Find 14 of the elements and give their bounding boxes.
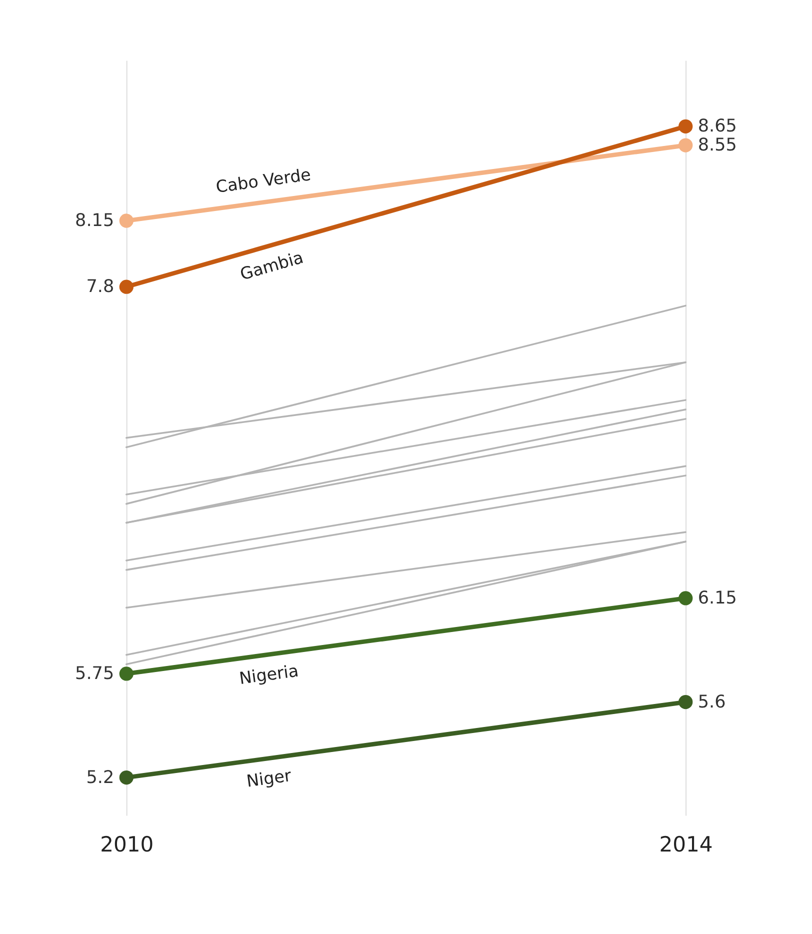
data-label: 8.55 (698, 136, 737, 156)
data-label: 5.2 (86, 768, 114, 788)
text: Nigeria (238, 661, 300, 688)
data-label: 7.8 (86, 277, 114, 298)
data-label: 5.6 (698, 692, 726, 712)
data-label: 8.65 (698, 116, 737, 137)
x-tick-label: 2014 (659, 832, 713, 857)
data-label: 5.75 (75, 664, 114, 684)
data-label: 6.15 (698, 588, 737, 608)
text: Gambia (238, 248, 306, 284)
text: Niger (245, 766, 292, 791)
x-tick-label: 2010 (100, 832, 154, 857)
text: Cabo Verde (214, 164, 312, 197)
data-label: 8.15 (75, 211, 114, 232)
